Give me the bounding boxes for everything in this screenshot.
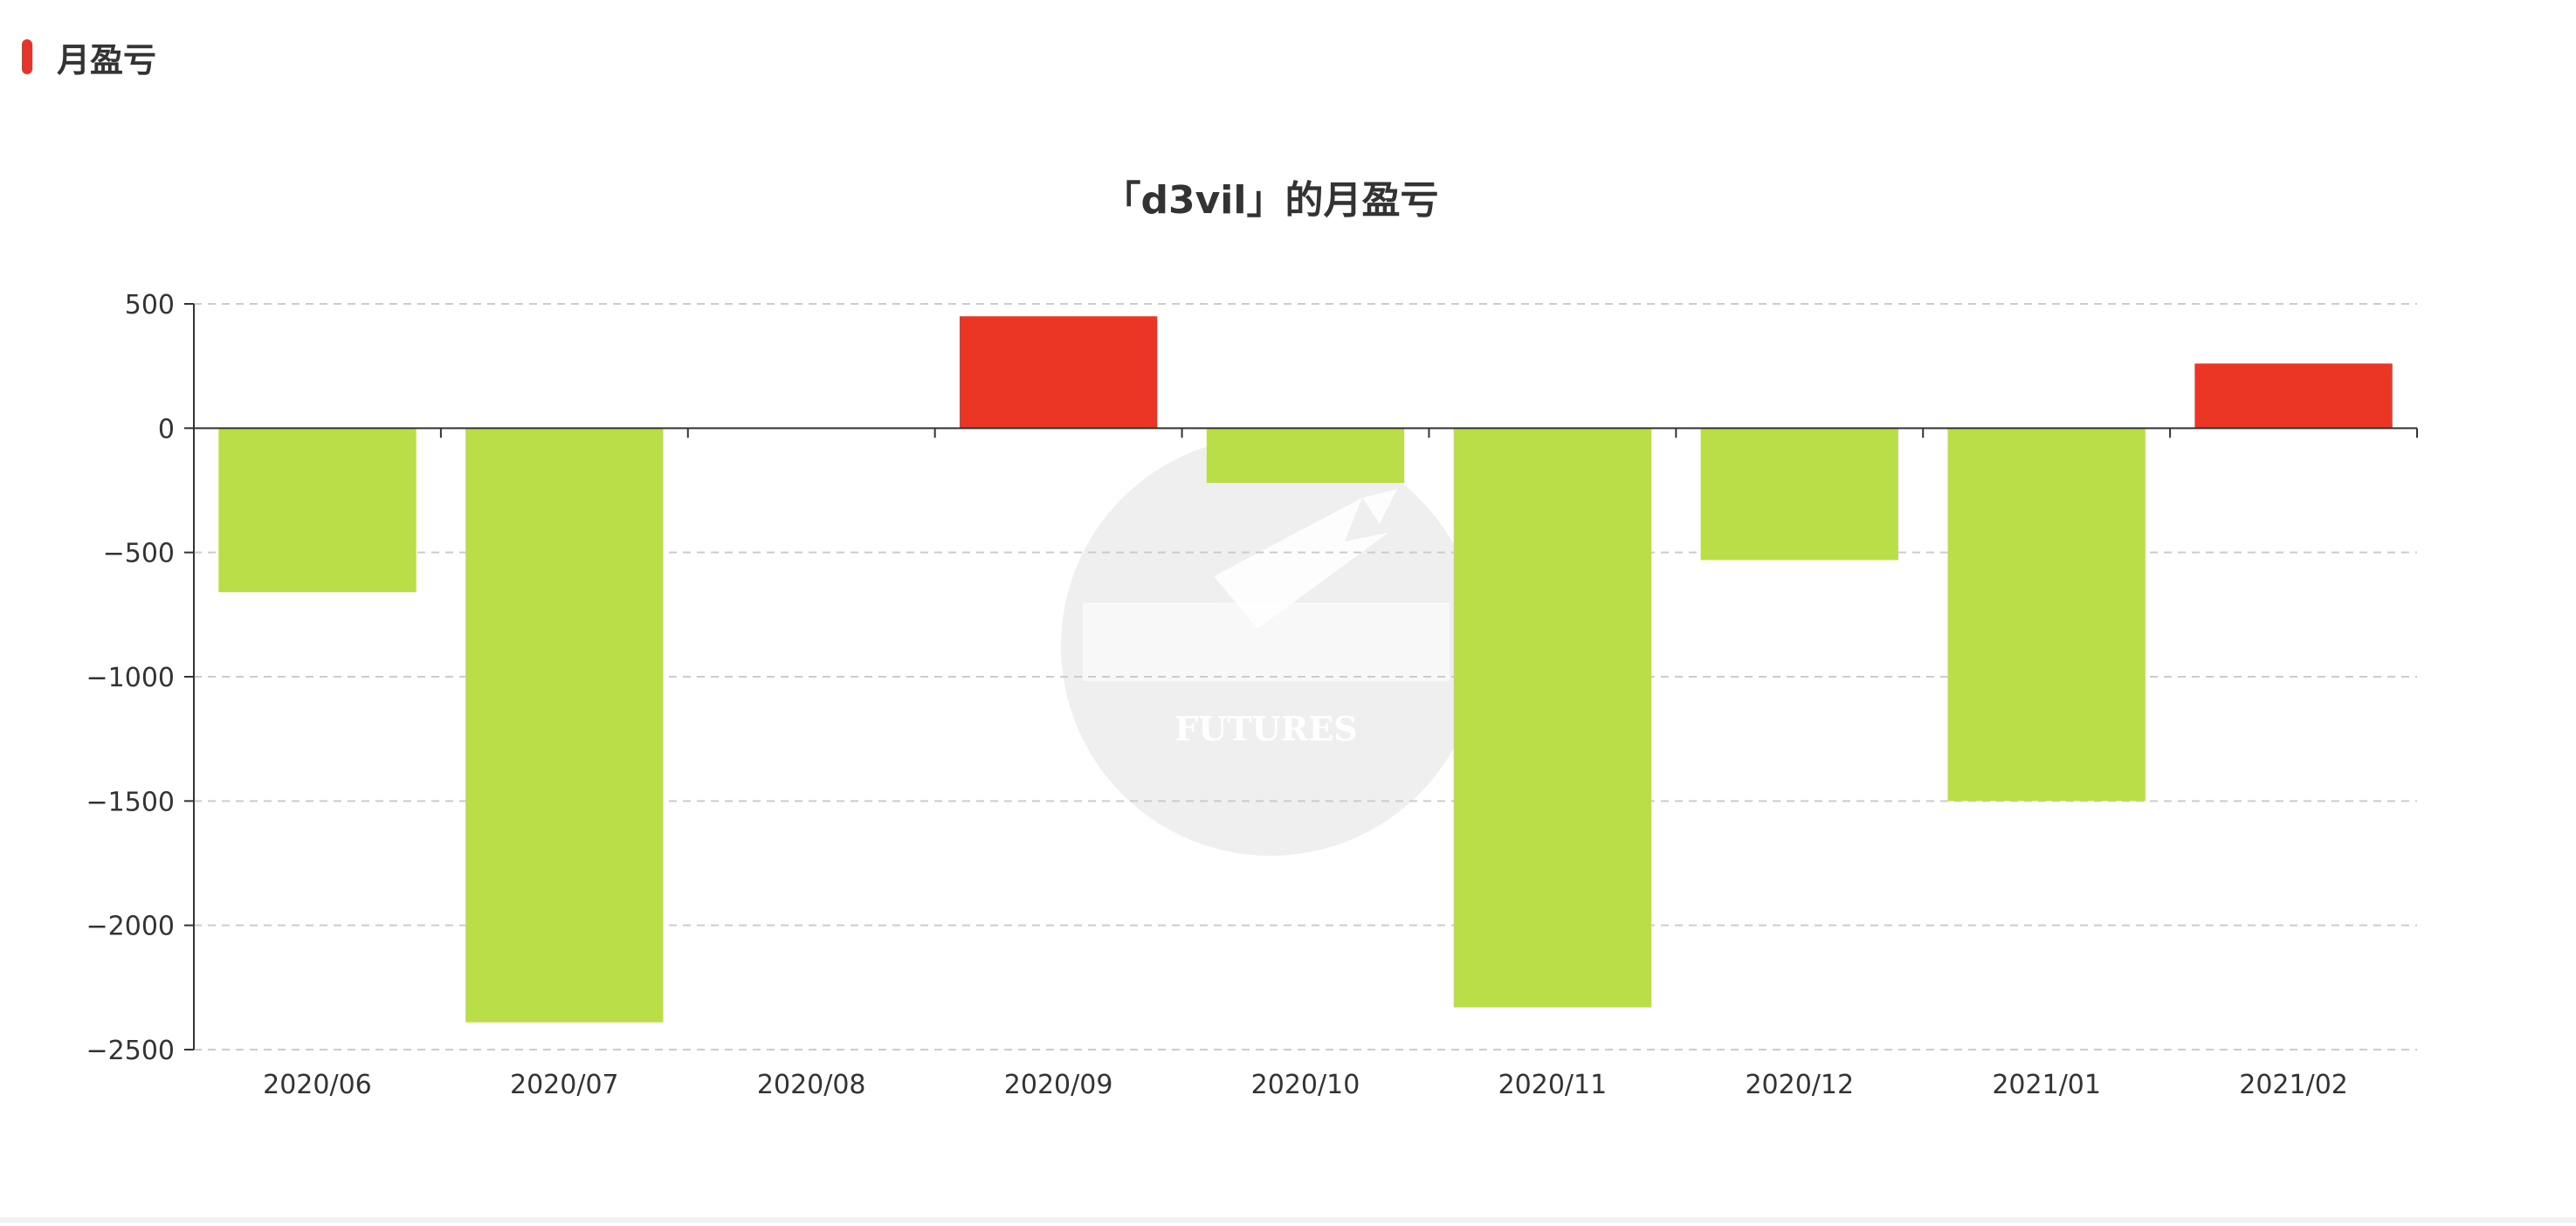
x-tick-label: 2020/07 [510,1070,619,1100]
bar-2020-06[interactable] [218,428,417,593]
section-marker [22,39,32,74]
bar-layer [218,316,2393,1023]
bar-2020-11[interactable] [1453,428,1652,1008]
x-tick-label: 2020/08 [757,1070,866,1100]
x-tick-label: 2021/01 [1992,1070,2101,1100]
bar-2021-02[interactable] [2194,363,2393,429]
y-tick-label: −2000 [86,912,175,942]
watermark: FUTURES [1061,437,1480,856]
y-tick-label: −2500 [86,1036,175,1066]
x-tick-label: 2020/10 [1251,1070,1360,1100]
x-tick-label: 2020/09 [1004,1070,1113,1100]
y-tick-label: −500 [103,539,175,569]
x-tick-label: 2020/06 [263,1070,372,1100]
section-header: 月盈亏 [22,33,156,80]
y-tick-label: 500 [125,290,175,320]
bar-2020-12[interactable] [1700,428,1898,561]
chart-title: 「d3vil」的月盈亏 [1103,178,1439,223]
x-tick-label: 2020/12 [1745,1070,1854,1100]
bar-2021-01[interactable] [1947,428,2146,802]
bar-2020-09[interactable] [959,316,1158,429]
y-tick-label: −1500 [86,787,175,817]
x-tick-label: 2020/11 [1498,1070,1608,1100]
section-title: 月盈亏 [57,40,157,79]
axis-layer [184,303,2418,1050]
bar-2020-10[interactable] [1206,428,1405,483]
y-tick-label: 0 [158,414,175,444]
bottom-divider [0,1217,2576,1223]
watermark-text: FUTURES [1174,709,1358,748]
y-tick-label: −1000 [86,663,175,693]
label-layer: 500 0 −500 −1000 −1500 −2000 −2500 2020/06 2020/… [86,290,2348,1100]
bar-2020-07[interactable] [465,428,664,1023]
x-tick-label: 2021/02 [2239,1070,2348,1100]
